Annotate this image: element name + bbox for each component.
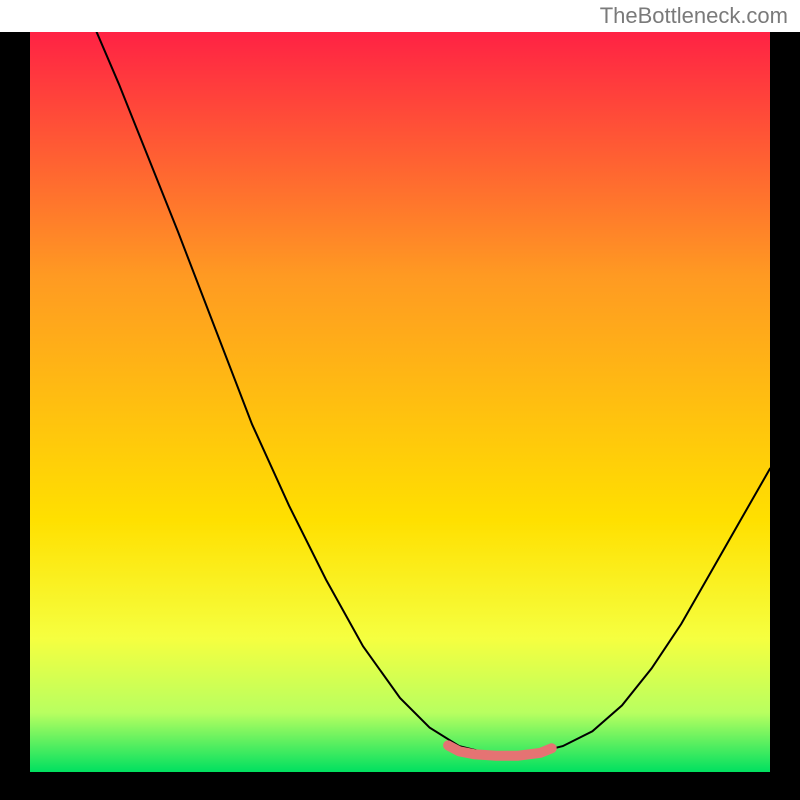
- plot-area: [30, 32, 770, 772]
- chart-container: TheBottleneck.com: [0, 0, 800, 800]
- plot-svg: [30, 32, 770, 772]
- watermark-text: TheBottleneck.com: [600, 3, 788, 28]
- bottleneck-curve: [97, 32, 770, 754]
- watermark-bar: TheBottleneck.com: [0, 0, 800, 32]
